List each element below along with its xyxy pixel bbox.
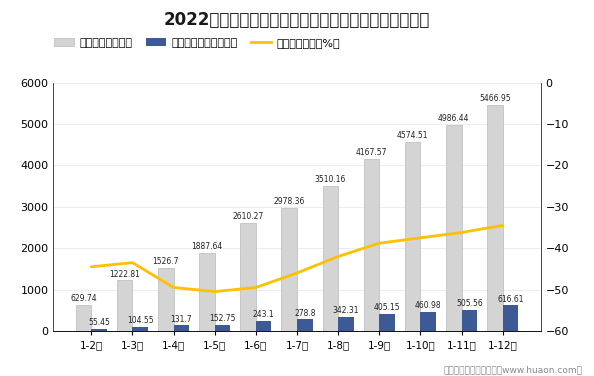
Bar: [323, 186, 338, 331]
Bar: [199, 253, 214, 331]
Bar: [462, 310, 477, 331]
Text: 1887.64: 1887.64: [191, 242, 223, 251]
Bar: [421, 312, 436, 331]
Text: 5466.95: 5466.95: [479, 94, 511, 103]
Bar: [256, 321, 271, 331]
Bar: [132, 326, 148, 331]
Text: 1222.81: 1222.81: [109, 270, 140, 279]
Text: 616.61: 616.61: [497, 295, 524, 304]
Text: 104.55: 104.55: [127, 316, 153, 325]
Text: 405.15: 405.15: [374, 303, 400, 312]
Bar: [282, 208, 297, 331]
Bar: [240, 223, 256, 331]
Text: 460.98: 460.98: [415, 301, 441, 310]
Text: 505.56: 505.56: [456, 299, 483, 308]
Text: 2610.27: 2610.27: [232, 212, 264, 221]
Text: 4986.44: 4986.44: [438, 114, 469, 123]
Bar: [364, 159, 380, 331]
Bar: [487, 105, 503, 331]
Bar: [75, 305, 91, 331]
Legend: 商品住宅（万㎡）, 商品住宅现房（万㎡）, 商品住宅增速（%）: 商品住宅（万㎡）, 商品住宅现房（万㎡）, 商品住宅增速（%）: [49, 34, 345, 53]
Text: 152.75: 152.75: [209, 314, 236, 323]
Text: 342.31: 342.31: [333, 306, 359, 315]
Bar: [158, 268, 173, 331]
Text: 629.74: 629.74: [70, 294, 97, 303]
Text: 4167.57: 4167.57: [356, 148, 387, 157]
Bar: [173, 326, 189, 331]
Text: 243.1: 243.1: [253, 310, 274, 319]
Text: 131.7: 131.7: [170, 315, 192, 324]
Bar: [446, 124, 462, 331]
Text: 55.45: 55.45: [88, 318, 110, 327]
Text: 3510.16: 3510.16: [315, 175, 346, 184]
Bar: [380, 314, 395, 331]
Text: 2978.36: 2978.36: [273, 197, 305, 206]
Text: 4574.51: 4574.51: [397, 131, 428, 140]
Bar: [117, 280, 132, 331]
Text: 278.8: 278.8: [294, 309, 315, 318]
Bar: [405, 142, 421, 331]
Text: 2022年浙江省房地产商品住宅及商品住宅现房销售面积: 2022年浙江省房地产商品住宅及商品住宅现房销售面积: [164, 11, 430, 29]
Text: 制图：华经产业研究院（www.huaon.com）: 制图：华经产业研究院（www.huaon.com）: [443, 365, 582, 374]
Bar: [338, 317, 354, 331]
Bar: [91, 329, 107, 331]
Text: 1526.7: 1526.7: [153, 257, 179, 266]
Bar: [503, 305, 519, 331]
Bar: [214, 324, 230, 331]
Bar: [297, 319, 312, 331]
